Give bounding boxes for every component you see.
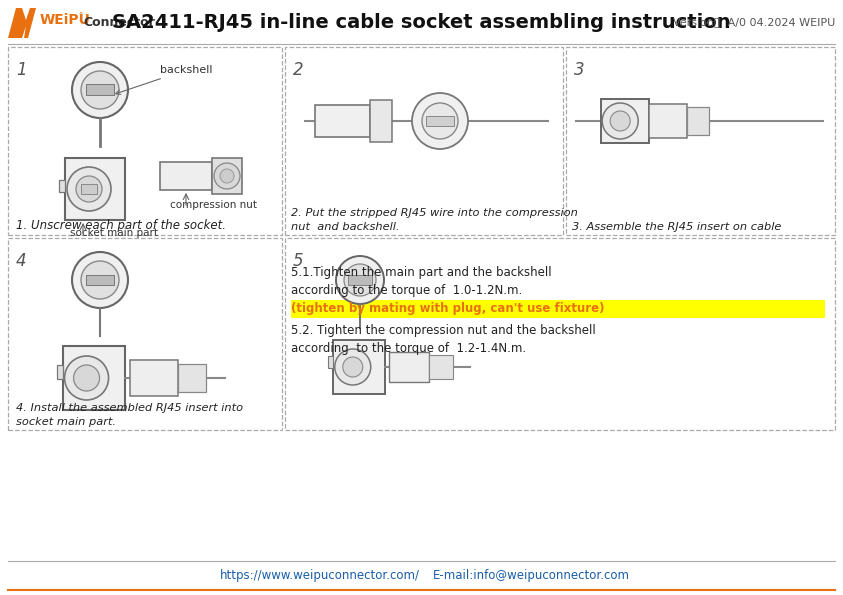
Text: socket main part: socket main part bbox=[70, 228, 158, 238]
Polygon shape bbox=[8, 8, 36, 38]
Bar bbox=[348, 275, 372, 285]
Text: 5.1.Tighten the main part and the backshell: 5.1.Tighten the main part and the backsh… bbox=[291, 266, 551, 279]
Circle shape bbox=[220, 169, 234, 183]
Text: Connector: Connector bbox=[83, 17, 155, 30]
Bar bbox=[328, 356, 333, 368]
Bar bbox=[285, 47, 563, 235]
Text: 2: 2 bbox=[293, 61, 303, 79]
Text: 1: 1 bbox=[16, 61, 27, 79]
Bar bbox=[86, 275, 114, 285]
Circle shape bbox=[65, 356, 109, 400]
Circle shape bbox=[81, 261, 119, 299]
Text: Version：  A/0 04.2024 WEIPU: Version： A/0 04.2024 WEIPU bbox=[673, 17, 835, 27]
Circle shape bbox=[412, 93, 468, 149]
Bar bbox=[315, 105, 370, 137]
Bar bbox=[649, 104, 687, 138]
Bar bbox=[178, 364, 206, 392]
Text: according to the torque of  1.0-1.2N.m.: according to the torque of 1.0-1.2N.m. bbox=[291, 284, 523, 297]
Circle shape bbox=[81, 71, 119, 109]
Bar bbox=[389, 352, 429, 382]
Bar bbox=[687, 107, 709, 135]
Text: backshell: backshell bbox=[115, 65, 212, 95]
Circle shape bbox=[344, 264, 376, 296]
Bar bbox=[285, 238, 835, 430]
Text: 1. Unscrew each part of the socket.: 1. Unscrew each part of the socket. bbox=[16, 219, 226, 232]
Circle shape bbox=[343, 357, 362, 377]
Circle shape bbox=[76, 176, 102, 202]
Circle shape bbox=[72, 252, 128, 308]
Text: 4. Install the assembled RJ45 insert into
socket main part.: 4. Install the assembled RJ45 insert int… bbox=[16, 403, 243, 427]
Circle shape bbox=[422, 103, 458, 139]
Bar bbox=[57, 365, 63, 379]
Text: https://www.weipuconnector.com/: https://www.weipuconnector.com/ bbox=[220, 568, 421, 581]
Bar bbox=[212, 158, 242, 194]
Text: 3. Assemble the RJ45 insert on cable: 3. Assemble the RJ45 insert on cable bbox=[572, 222, 781, 232]
Text: compression nut: compression nut bbox=[170, 200, 257, 210]
Text: 2. Put the stripped RJ45 wire into the compression
nut  and backshell.: 2. Put the stripped RJ45 wire into the c… bbox=[291, 208, 577, 232]
Bar bbox=[130, 360, 178, 396]
Bar bbox=[333, 340, 385, 394]
Circle shape bbox=[610, 111, 631, 131]
Text: according  to the torque of  1.2-1.4N.m.: according to the torque of 1.2-1.4N.m. bbox=[291, 342, 526, 355]
Text: 5: 5 bbox=[293, 252, 303, 270]
Circle shape bbox=[67, 167, 111, 211]
Bar bbox=[601, 99, 649, 143]
Circle shape bbox=[73, 365, 99, 391]
Text: SA2411-RJ45 in-line cable socket assembling instruction: SA2411-RJ45 in-line cable socket assembl… bbox=[112, 12, 731, 32]
Text: WEiPU: WEiPU bbox=[40, 13, 91, 27]
Text: (tighten by mating with plug, can't use fixture): (tighten by mating with plug, can't use … bbox=[291, 302, 604, 315]
Bar bbox=[429, 355, 453, 379]
Circle shape bbox=[72, 62, 128, 118]
Text: °: ° bbox=[78, 12, 82, 21]
Bar bbox=[59, 180, 65, 192]
Bar bbox=[566, 47, 835, 235]
Text: E-mail:info@weipuconnector.com: E-mail:info@weipuconnector.com bbox=[432, 568, 630, 581]
Text: 3: 3 bbox=[574, 61, 585, 79]
Text: 5.2. Tighten the compression nut and the backshell: 5.2. Tighten the compression nut and the… bbox=[291, 324, 596, 337]
Circle shape bbox=[214, 163, 240, 189]
Bar bbox=[8, 47, 282, 235]
Bar bbox=[63, 346, 125, 410]
Bar bbox=[86, 84, 114, 95]
Bar bbox=[426, 116, 454, 126]
Circle shape bbox=[335, 349, 371, 385]
Circle shape bbox=[336, 256, 384, 304]
Bar bbox=[81, 184, 97, 194]
Text: 4: 4 bbox=[16, 252, 27, 270]
Circle shape bbox=[602, 103, 638, 139]
Bar bbox=[8, 238, 282, 430]
Bar bbox=[160, 162, 212, 190]
Bar bbox=[291, 300, 825, 318]
Bar bbox=[370, 100, 392, 142]
Bar bbox=[65, 158, 125, 220]
